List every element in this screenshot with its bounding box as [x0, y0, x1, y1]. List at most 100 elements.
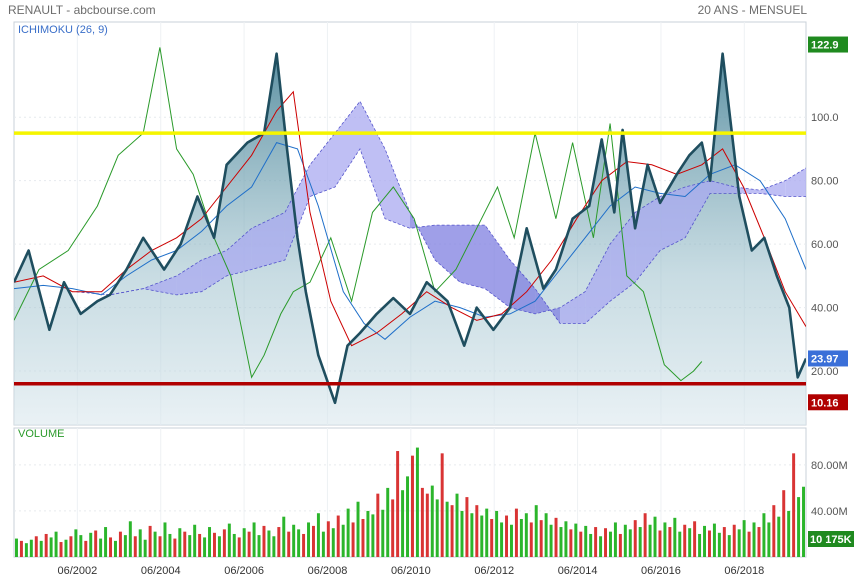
chart-source-title: RENAULT - abcbourse.com — [8, 3, 156, 17]
last-price-tag: 23.97 — [811, 353, 839, 365]
volume-bar — [519, 518, 523, 557]
tenkan-line — [14, 90, 806, 347]
volume-bar — [104, 527, 108, 557]
volume-bar — [623, 524, 627, 557]
volume-bar — [109, 537, 113, 557]
volume-bar — [94, 530, 98, 557]
volume-bar — [757, 527, 761, 557]
volume-bar — [420, 487, 424, 557]
volume-bar — [138, 529, 142, 557]
volume-bar — [732, 524, 736, 557]
last-price-tag-bg — [808, 350, 848, 367]
volume-bar — [371, 514, 375, 557]
volume-bar — [341, 524, 345, 557]
volume-bar — [460, 510, 464, 557]
volume-bar — [450, 505, 454, 557]
volume-bar — [232, 533, 236, 557]
volume-bar — [663, 522, 667, 557]
volume-bar — [792, 453, 796, 557]
kumo-segment — [710, 180, 736, 194]
volume-bar — [430, 485, 434, 557]
volume-panel: 40.00M 80.00M 10 175K — [13, 427, 854, 558]
volume-bar — [212, 532, 216, 557]
volume-bar — [514, 508, 518, 557]
volume-bar — [410, 455, 414, 557]
volume-bar — [44, 533, 48, 557]
volume-bar — [24, 543, 28, 557]
volume-bar — [69, 536, 73, 557]
volume-bar — [727, 535, 731, 557]
volume-bar — [712, 523, 716, 557]
kumo-segment — [360, 101, 385, 219]
price-area-fill — [14, 53, 806, 425]
volume-last-tag: 10 175K — [810, 534, 852, 546]
volume-bar — [638, 527, 642, 557]
volume-bar — [49, 537, 53, 557]
volume-title: VOLUME — [18, 428, 64, 440]
x-tick-label: 06/2006 — [224, 565, 264, 577]
x-tick-label: 06/2002 — [57, 565, 97, 577]
volume-bar — [14, 538, 18, 557]
volume-bar — [470, 513, 474, 557]
volume-bar — [188, 535, 192, 557]
kumo-segment — [251, 212, 285, 270]
x-tick-label: 06/2004 — [141, 565, 181, 577]
volume-y-tick-label: 80.00M — [811, 460, 848, 472]
high-price-tag-bg — [808, 36, 848, 53]
volume-bar — [509, 524, 513, 557]
volume-bar — [193, 524, 197, 557]
volume-last-tag-bg — [808, 531, 854, 547]
volume-bar — [148, 525, 152, 557]
volume-bar — [39, 540, 43, 557]
price-y-tick-label: 40.00 — [811, 303, 839, 315]
volume-bar — [633, 520, 637, 557]
x-tick-label: 06/2018 — [724, 565, 764, 577]
kumo-segment — [201, 250, 227, 292]
volume-bar — [381, 509, 385, 557]
volume-bar — [549, 524, 553, 557]
volume-bar — [247, 531, 251, 557]
volume-bar — [643, 513, 647, 557]
volume-bar — [683, 524, 687, 557]
volume-bar — [316, 513, 320, 557]
kumo-segment — [284, 164, 310, 260]
volume-bar — [767, 522, 771, 557]
volume-bar — [297, 529, 301, 557]
volume-bar — [485, 508, 489, 557]
kumo-segment — [660, 187, 686, 251]
volume-bar — [475, 505, 479, 557]
volume-bar — [287, 531, 291, 557]
volume-bar — [584, 525, 588, 557]
price-y-tick-label: 80.00 — [811, 176, 839, 188]
x-tick-label: 06/2008 — [308, 565, 348, 577]
volume-bar — [153, 531, 157, 557]
chart-header: RENAULT - abcbourse.com 20 ANS - MENSUEL — [0, 0, 855, 20]
volume-bar — [772, 505, 776, 557]
volume-bar — [74, 529, 78, 557]
volume-bar — [356, 501, 360, 557]
x-tick-label: 06/2010 — [391, 565, 431, 577]
volume-bar — [544, 513, 548, 557]
volume-bar — [455, 493, 459, 557]
kumo-segment — [226, 228, 252, 276]
kumo-segment — [560, 291, 586, 324]
volume-bar — [618, 533, 622, 557]
volume-bar — [425, 493, 429, 557]
volume-bar — [386, 487, 390, 557]
kumo-segment — [685, 180, 711, 238]
volume-bar — [490, 518, 494, 557]
kumo-segment — [785, 168, 806, 197]
volume-bar — [440, 453, 444, 557]
volume-bar — [569, 529, 573, 557]
volume-bar — [505, 515, 509, 557]
volume-bar — [628, 529, 632, 557]
volume-bar — [445, 501, 449, 557]
volume-bar — [326, 521, 330, 557]
kumo-segment — [310, 133, 335, 197]
volume-bar — [242, 528, 246, 557]
volume-bar — [277, 527, 281, 557]
volume-bar — [698, 533, 702, 557]
volume-bar — [752, 522, 756, 557]
volume-bar — [688, 528, 692, 557]
volume-bar — [257, 535, 261, 557]
